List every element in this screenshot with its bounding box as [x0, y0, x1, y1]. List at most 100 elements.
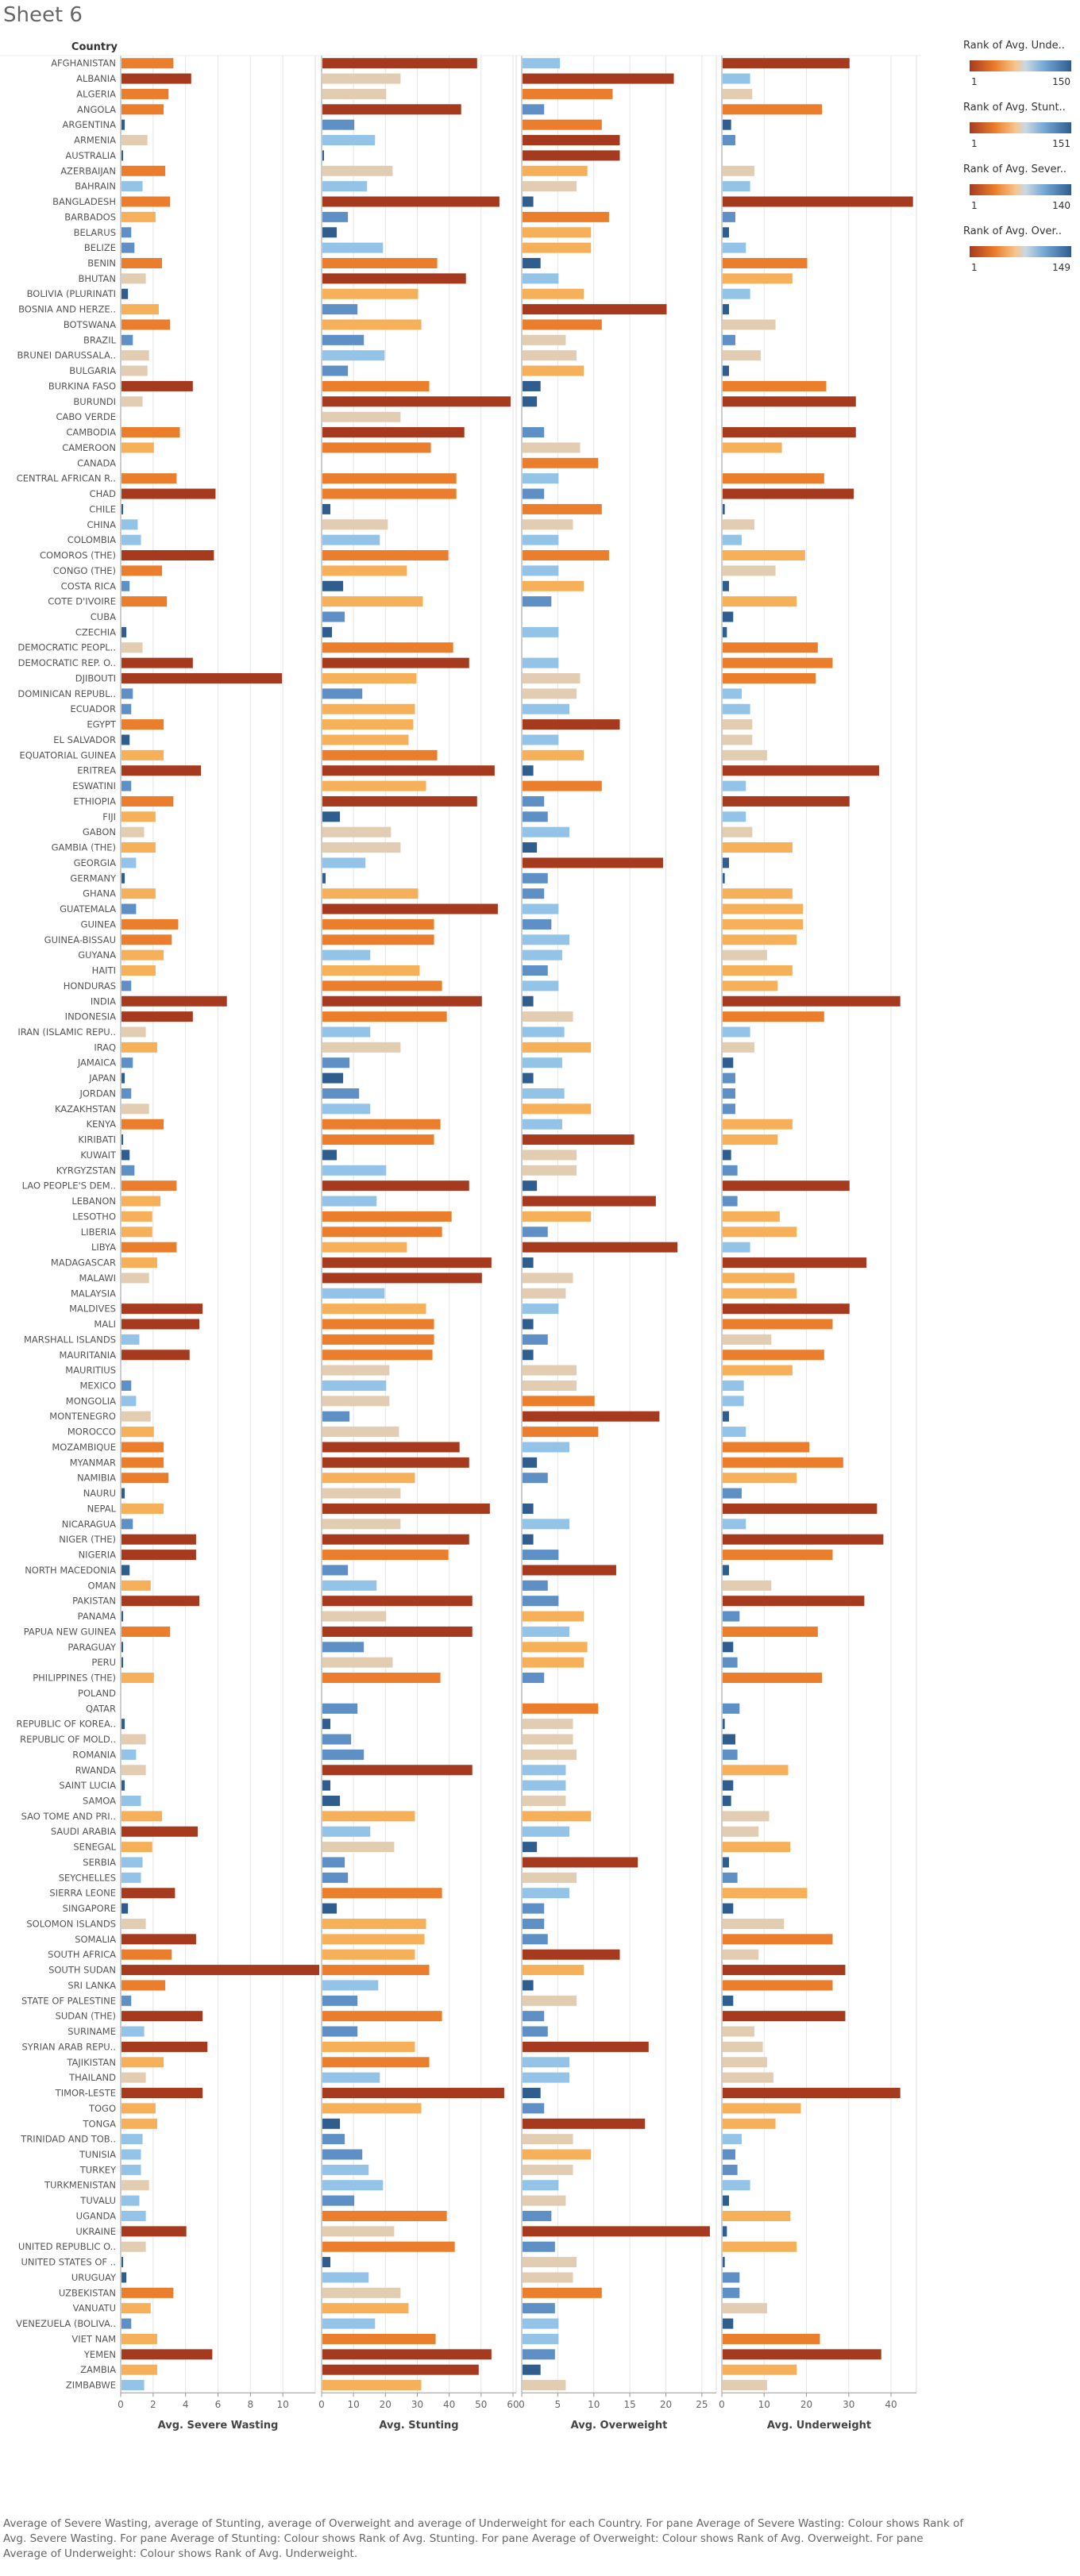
bar	[723, 2195, 729, 2206]
bar	[322, 1565, 349, 1576]
bar	[322, 1319, 434, 1330]
bar	[322, 211, 349, 222]
sheet-title: Sheet 6	[3, 3, 83, 27]
bar	[723, 2057, 767, 2068]
bar	[523, 2149, 592, 2160]
bar	[723, 1903, 734, 1914]
bar	[322, 1380, 387, 1392]
bar	[723, 1365, 793, 1376]
bar	[122, 1380, 132, 1392]
bar	[723, 519, 754, 530]
bar	[523, 565, 559, 576]
bar	[523, 1180, 538, 1192]
bar	[523, 1673, 545, 1684]
country-label: ALGERIA	[76, 88, 116, 99]
bar	[723, 2103, 801, 2114]
bar	[122, 2257, 124, 2268]
country-label: VIET NAM	[71, 2333, 116, 2344]
bar	[523, 2118, 646, 2129]
bar	[523, 780, 602, 791]
bar	[122, 1596, 199, 1607]
country-label: SAMOA	[83, 1795, 116, 1806]
bar	[122, 1903, 129, 1914]
bar	[523, 1657, 584, 1668]
tick-label: 0	[318, 2399, 325, 2410]
bar	[723, 980, 778, 992]
country-label: NAMIBIA	[77, 1473, 116, 1484]
bar	[723, 1180, 850, 1192]
bar	[523, 1119, 562, 1130]
country-label: ARMENIA	[74, 135, 116, 146]
bar	[723, 2011, 846, 2022]
bar	[322, 196, 499, 207]
chart-caption: Average of Severe Wasting, average of St…	[3, 2517, 964, 2560]
bar	[523, 442, 580, 453]
bar	[523, 519, 573, 530]
bar	[322, 596, 423, 607]
bar	[523, 2226, 710, 2237]
bar	[523, 1334, 548, 1345]
bar	[723, 1319, 833, 1330]
bar	[723, 795, 850, 807]
bar	[322, 503, 331, 514]
bar	[122, 227, 132, 238]
country-label: GHANA	[83, 888, 116, 899]
bar	[723, 1534, 884, 1545]
bar	[523, 1196, 656, 1207]
bar	[322, 1042, 401, 1053]
bar	[723, 1334, 772, 1345]
bar	[322, 780, 426, 791]
bar	[322, 1288, 385, 1299]
bar	[122, 2164, 141, 2175]
bar	[122, 949, 164, 961]
bar	[122, 334, 133, 345]
bar	[322, 2241, 455, 2252]
bar	[523, 995, 534, 1007]
bar	[523, 2364, 541, 2375]
bar	[523, 288, 584, 299]
bar	[523, 1826, 569, 1837]
country-label: BELIZE	[84, 242, 116, 253]
legend-rank-severe-wasting[interactable]: Rank of Avg. Sever.. 1 140	[963, 164, 1080, 219]
bar	[723, 58, 850, 69]
country-label: COSTA RICA	[61, 580, 116, 591]
bar	[122, 688, 133, 699]
bar	[723, 1995, 734, 2006]
country-label: CUBA	[91, 611, 116, 622]
bar	[122, 1719, 125, 1730]
bar	[523, 1257, 534, 1269]
bar	[723, 1872, 738, 1883]
legend-rank-underweight[interactable]: Rank of Avg. Unde.. 1 150	[963, 40, 1080, 95]
country-label: SENEGAL	[73, 1842, 116, 1853]
bar	[122, 1765, 146, 1776]
bar	[523, 888, 545, 899]
country-label: MADAGASCAR	[51, 1257, 116, 1269]
legend-rank-stunting[interactable]: Rank of Avg. Stunt.. 1 151	[963, 102, 1080, 157]
country-label: INDONESIA	[65, 1011, 116, 1022]
bar	[723, 1703, 740, 1714]
bar	[523, 703, 569, 714]
bar	[122, 150, 124, 161]
country-label: LIBYA	[91, 1242, 116, 1253]
bar	[122, 703, 132, 714]
bar	[523, 980, 559, 992]
bar	[523, 257, 541, 268]
bar	[523, 1611, 584, 1622]
country-label: PAPUA NEW GUINEA	[24, 1626, 116, 1637]
bar	[523, 596, 552, 607]
country-label: CHILE	[89, 503, 116, 514]
bar	[523, 1134, 634, 1146]
bar	[723, 534, 742, 545]
bar	[523, 1918, 545, 1929]
bar	[122, 319, 171, 330]
legend-rank-overweight[interactable]: Rank of Avg. Over.. 1 149	[963, 225, 1080, 281]
bar	[523, 2195, 566, 2206]
bar	[322, 1103, 371, 1115]
bar	[523, 488, 545, 499]
bar	[122, 657, 193, 668]
bar	[322, 719, 414, 730]
country-label: BAHRAIN	[75, 181, 116, 192]
bar	[122, 965, 156, 976]
bar	[723, 2180, 750, 2191]
bar	[523, 227, 592, 238]
